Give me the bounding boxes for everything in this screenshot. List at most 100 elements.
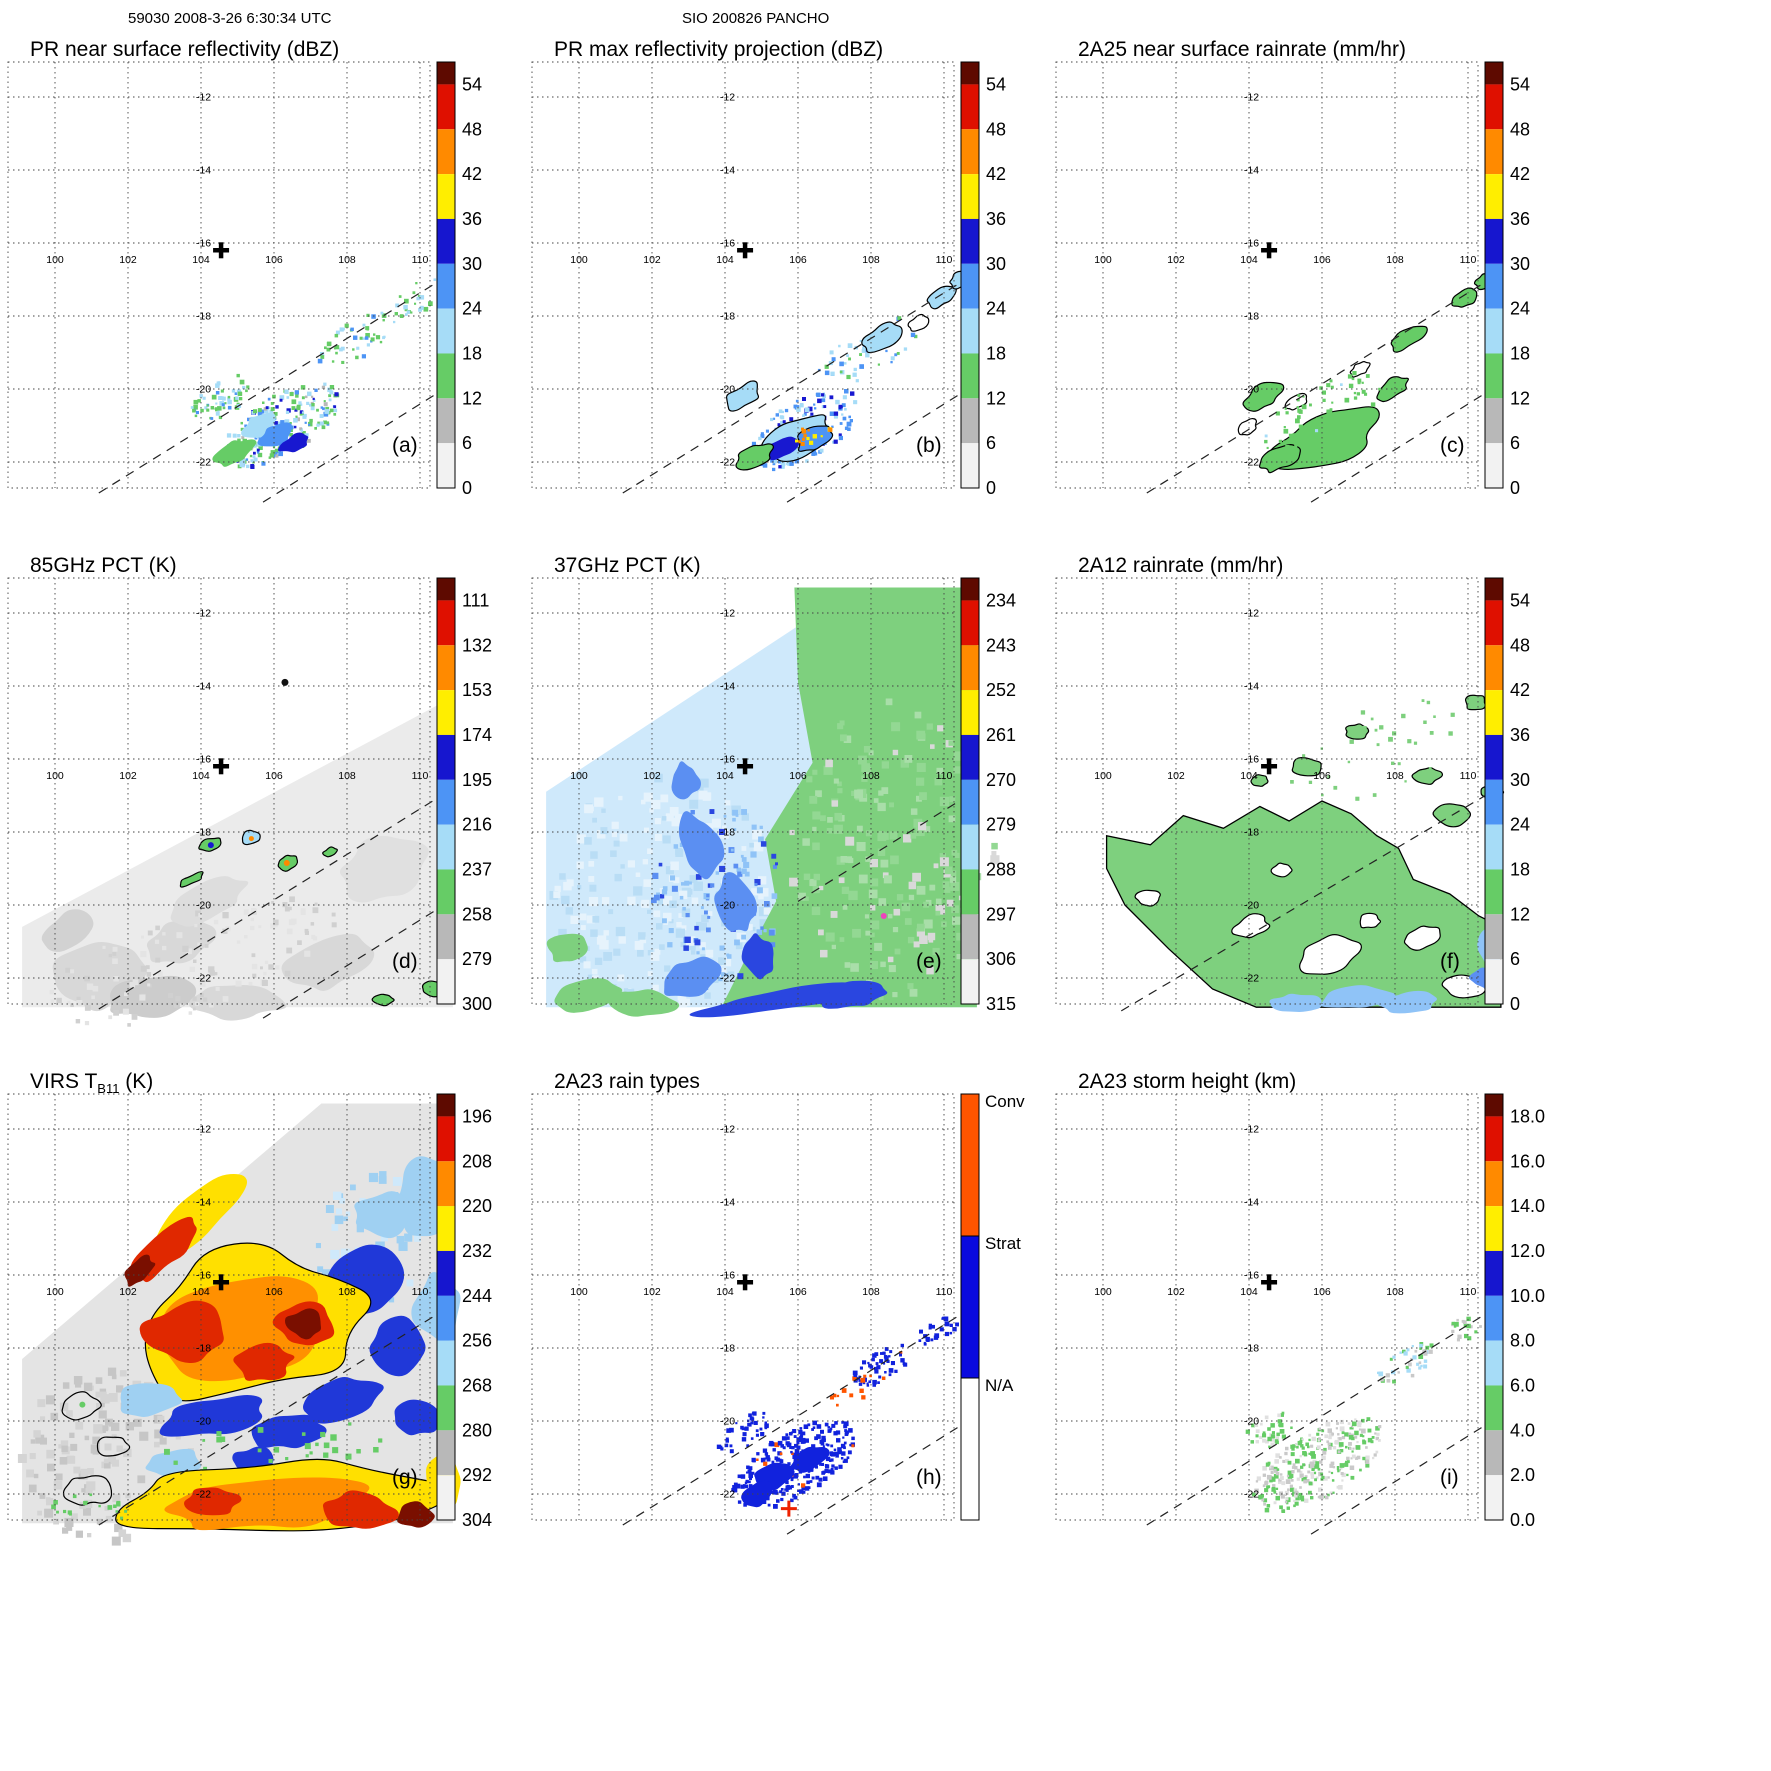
lon-tick-label: 102 (643, 1286, 661, 1298)
lat-tick-label: -18 (720, 827, 735, 839)
lat-tick-label: -14 (720, 681, 735, 693)
colorbar-segment-label: N/A (985, 1376, 1014, 1395)
panel-title-text: 2A25 near surface rainrate (mm/hr) (1078, 38, 1406, 61)
colorbar-tick-label: 258 (462, 904, 492, 924)
panel-title: VIRS TB11 (K) (30, 1070, 153, 1096)
panel-letter: (c) (1440, 434, 1465, 457)
colorbar: 54 48 42 36 30 24 18 12 6 0 (1484, 61, 1530, 498)
lon-tick-label: 108 (1386, 770, 1404, 782)
lon-tick-label: 102 (119, 254, 137, 266)
lat-tick-label: -18 (196, 1343, 211, 1355)
axis-labels: 100 102 104 106 108 110 -12 -14 -16 -18 -20 -22 (570, 1124, 952, 1501)
lon-tick-label: 102 (119, 1286, 137, 1298)
colorbar-tick-label: 6 (1510, 433, 1520, 453)
orbit-timestamp: 59030 2008-3-26 6:30:34 UTC (128, 10, 332, 27)
lon-tick-label: 100 (1094, 254, 1112, 266)
colorbar-tick-label: 6 (986, 433, 996, 453)
panel-title-text: 85GHz PCT (K) (30, 554, 177, 577)
axis-labels: 100 102 104 106 108 110 -12 -14 -16 -18 -20 -22 (570, 92, 952, 469)
axis-labels: 100 102 104 106 108 110 -12 -14 -16 -18 -20 -22 (46, 92, 428, 469)
lat-tick-label: -20 (196, 384, 211, 396)
lon-tick-label: 106 (265, 254, 283, 266)
colorbar-tick-label: 48 (986, 119, 1006, 139)
panel-title-text: 2A23 storm height (km) (1078, 1070, 1297, 1093)
lon-tick-label: 102 (643, 770, 661, 782)
lat-tick-label: -12 (720, 608, 735, 620)
panel-letter: (a) (392, 434, 418, 457)
colorbar-tick-label: 12 (986, 388, 1006, 408)
lat-tick-label: -20 (720, 384, 735, 396)
lon-tick-label: 104 (1240, 770, 1258, 782)
storm-center-marker (737, 242, 754, 259)
panel-letter: (b) (916, 434, 942, 457)
panel-letter: (e) (916, 950, 942, 973)
lon-tick-label: 106 (1313, 254, 1331, 266)
map-svg-a: 100 102 104 106 108 110 -12 -14 -16 -18 -20 -22 54 48… (7, 61, 482, 503)
lat-tick-label: -14 (196, 681, 211, 693)
colorbar-tick-label: 292 (462, 1465, 492, 1485)
grid-layer (531, 61, 955, 489)
colorbar-tick-label: 153 (462, 680, 492, 700)
colorbar-tick-label: 0.0 (1510, 1510, 1535, 1530)
lat-tick-label: -12 (720, 1124, 735, 1136)
colorbar-tick-label: 18 (462, 343, 482, 363)
panel-title: 85GHz PCT (K) (30, 554, 177, 580)
colorbar-tick-label: 208 (462, 1151, 492, 1171)
lat-tick-label: -16 (1244, 754, 1259, 766)
colorbar: 54 48 42 36 30 24 18 12 6 0 (436, 61, 482, 498)
colorbar-tick-label: 18.0 (1510, 1106, 1545, 1126)
colorbar-tick-label: 243 (986, 635, 1016, 655)
colorbar-tick-label: 42 (1510, 164, 1530, 184)
grid-layer (531, 577, 955, 1005)
lon-tick-label: 108 (862, 770, 880, 782)
colorbar-tick-label: 24 (986, 299, 1006, 319)
grid-layer (1055, 1093, 1479, 1521)
panel-a: 100 102 104 106 108 110 -12 -14 -16 -18 -20 -22 54 48… (0, 36, 524, 552)
lon-tick-label: 110 (936, 254, 953, 266)
lat-tick-label: -16 (720, 1270, 735, 1282)
lat-tick-label: -14 (720, 1197, 735, 1209)
lat-tick-label: -18 (720, 311, 735, 323)
lat-tick-label: -12 (1244, 92, 1259, 104)
colorbar-tick-label: 18 (1510, 343, 1530, 363)
lat-tick-label: -22 (1244, 457, 1259, 469)
panel-title: 2A23 storm height (km) (1078, 1070, 1296, 1096)
panel-title-text: 2A23 rain types (554, 1070, 700, 1093)
colorbar-tick-label: 261 (986, 725, 1016, 745)
colorbar-tick-label: 270 (986, 770, 1016, 790)
case-title: SIO 200826 PANCHO (682, 10, 830, 27)
lat-tick-label: -22 (1244, 973, 1259, 985)
lat-tick-label: -14 (1244, 1197, 1259, 1209)
lon-tick-label: 102 (1167, 1286, 1185, 1298)
colorbar-tick-label: 30 (462, 254, 482, 274)
colorbar-tick-label: 237 (462, 859, 492, 879)
panel-title: 2A12 rainrate (mm/hr) (1078, 554, 1283, 580)
panel-letter: (g) (392, 1466, 418, 1489)
grid-layer (7, 1093, 431, 1521)
lat-tick-label: -16 (196, 238, 211, 250)
lat-tick-label: -18 (1244, 1343, 1259, 1355)
colorbar-tick-label: 54 (1510, 590, 1530, 610)
panel-title: 2A23 rain types (554, 1070, 700, 1096)
lon-tick-label: 106 (265, 1286, 283, 1298)
lon-tick-label: 100 (570, 1286, 588, 1298)
lat-tick-label: -22 (196, 457, 211, 469)
colorbar-tick-label: 12.0 (1510, 1241, 1545, 1261)
colorbar-tick-label: 256 (462, 1331, 492, 1351)
panel-title: PR near surface reflectivity (dBZ) (30, 38, 339, 64)
colorbar-tick-label: 48 (1510, 635, 1530, 655)
colorbar-tick-label: 36 (1510, 725, 1530, 745)
colorbar-tick-label: 232 (462, 1241, 492, 1261)
lat-tick-label: -22 (720, 457, 735, 469)
lat-tick-label: -14 (720, 165, 735, 177)
lon-tick-label: 102 (643, 254, 661, 266)
panel-title: 37GHz PCT (K) (554, 554, 701, 580)
lon-tick-label: 104 (192, 254, 210, 266)
storm-center-marker (1261, 1274, 1278, 1291)
storm-center-marker (213, 242, 230, 259)
lon-tick-label: 100 (46, 1286, 64, 1298)
colorbar-tick-label: 132 (462, 635, 492, 655)
colorbar-tick-label: 12 (1510, 388, 1530, 408)
colorbar: 196 208 220 232 244 256 268 280 292 304 (436, 1093, 492, 1530)
data-layer (22, 678, 454, 1027)
